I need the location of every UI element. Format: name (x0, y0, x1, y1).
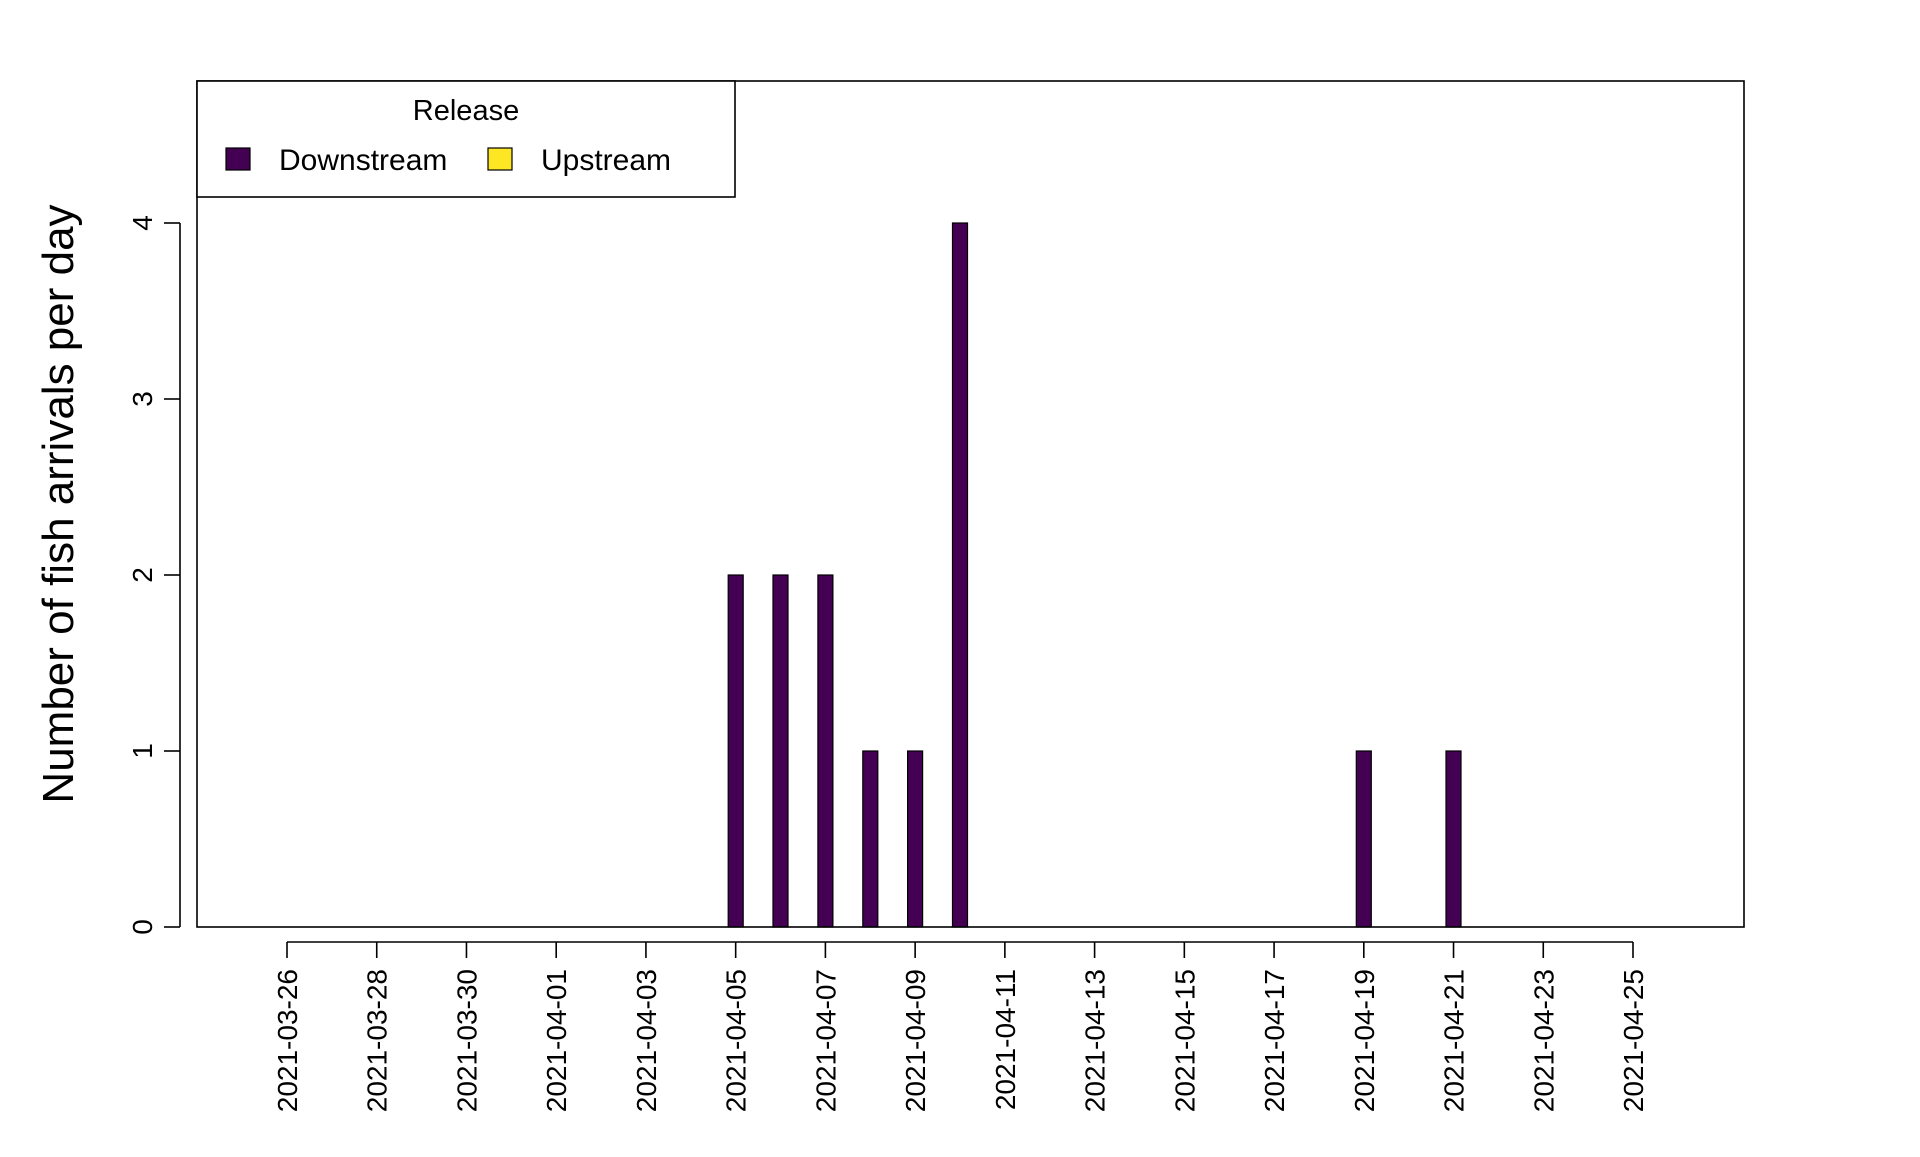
x-tick-label: 2021-04-03 (631, 969, 662, 1112)
x-tick-label: 2021-04-11 (990, 969, 1021, 1110)
y-tick-label: 3 (127, 391, 158, 407)
x-tick-label: 2021-04-07 (810, 969, 841, 1112)
bar-downstream-2021-04-09 (906, 750, 924, 928)
bar-downstream-2021-04-19 (1355, 750, 1372, 928)
y-tick-label: 0 (127, 919, 158, 935)
y-tick-label: 1 (127, 743, 158, 759)
legend-swatch-downstream (225, 147, 251, 171)
bar-downstream-2021-04-10 (951, 222, 969, 928)
x-tick-label: 2021-04-05 (721, 969, 752, 1112)
bar-downstream-2021-04-06 (772, 574, 789, 928)
x-tick-label: 2021-04-15 (1169, 969, 1200, 1112)
plot-frame (196, 80, 1745, 928)
y-axis: 0 1 2 3 4 (127, 215, 181, 935)
bar-downstream-2021-04-21 (1445, 750, 1462, 928)
bars-layer (727, 222, 1462, 928)
legend-title: Release (413, 95, 519, 127)
legend-box (196, 80, 736, 198)
x-tick-label: 2021-04-13 (1080, 969, 1111, 1112)
x-tick-label: 2021-04-01 (541, 969, 572, 1112)
legend-swatch-upstream (487, 147, 513, 171)
bar-downstream-2021-04-07 (817, 574, 834, 928)
x-tick-label: 2021-04-23 (1528, 969, 1559, 1112)
x-tick-label: 2021-04-25 (1618, 969, 1649, 1112)
x-axis: 2021-03-26 2021-03-28 2021-03-30 2021-04-01… (272, 941, 1649, 1112)
x-tick-label: 2021-04-21 (1439, 969, 1470, 1112)
y-tick-label: 2 (127, 567, 158, 583)
x-tick-label: 2021-03-28 (362, 969, 393, 1112)
y-axis-label: Number of fish arrivals per day (34, 204, 83, 803)
x-tick-label: 2021-04-09 (900, 969, 931, 1112)
x-tick-label: 2021-04-17 (1259, 969, 1290, 1112)
y-tick-label: 4 (127, 215, 158, 231)
x-tick-label: 2021-04-19 (1349, 969, 1380, 1112)
bar-downstream-2021-04-05 (727, 574, 744, 928)
bar-downstream-2021-04-08 (862, 750, 879, 928)
x-tick-label: 2021-03-26 (272, 969, 303, 1112)
legend: Release Downstream Upstream (196, 80, 736, 198)
x-tick-label: 2021-03-30 (451, 969, 482, 1112)
legend-label-downstream: Downstream (279, 144, 447, 177)
legend-label-upstream: Upstream (541, 144, 671, 177)
